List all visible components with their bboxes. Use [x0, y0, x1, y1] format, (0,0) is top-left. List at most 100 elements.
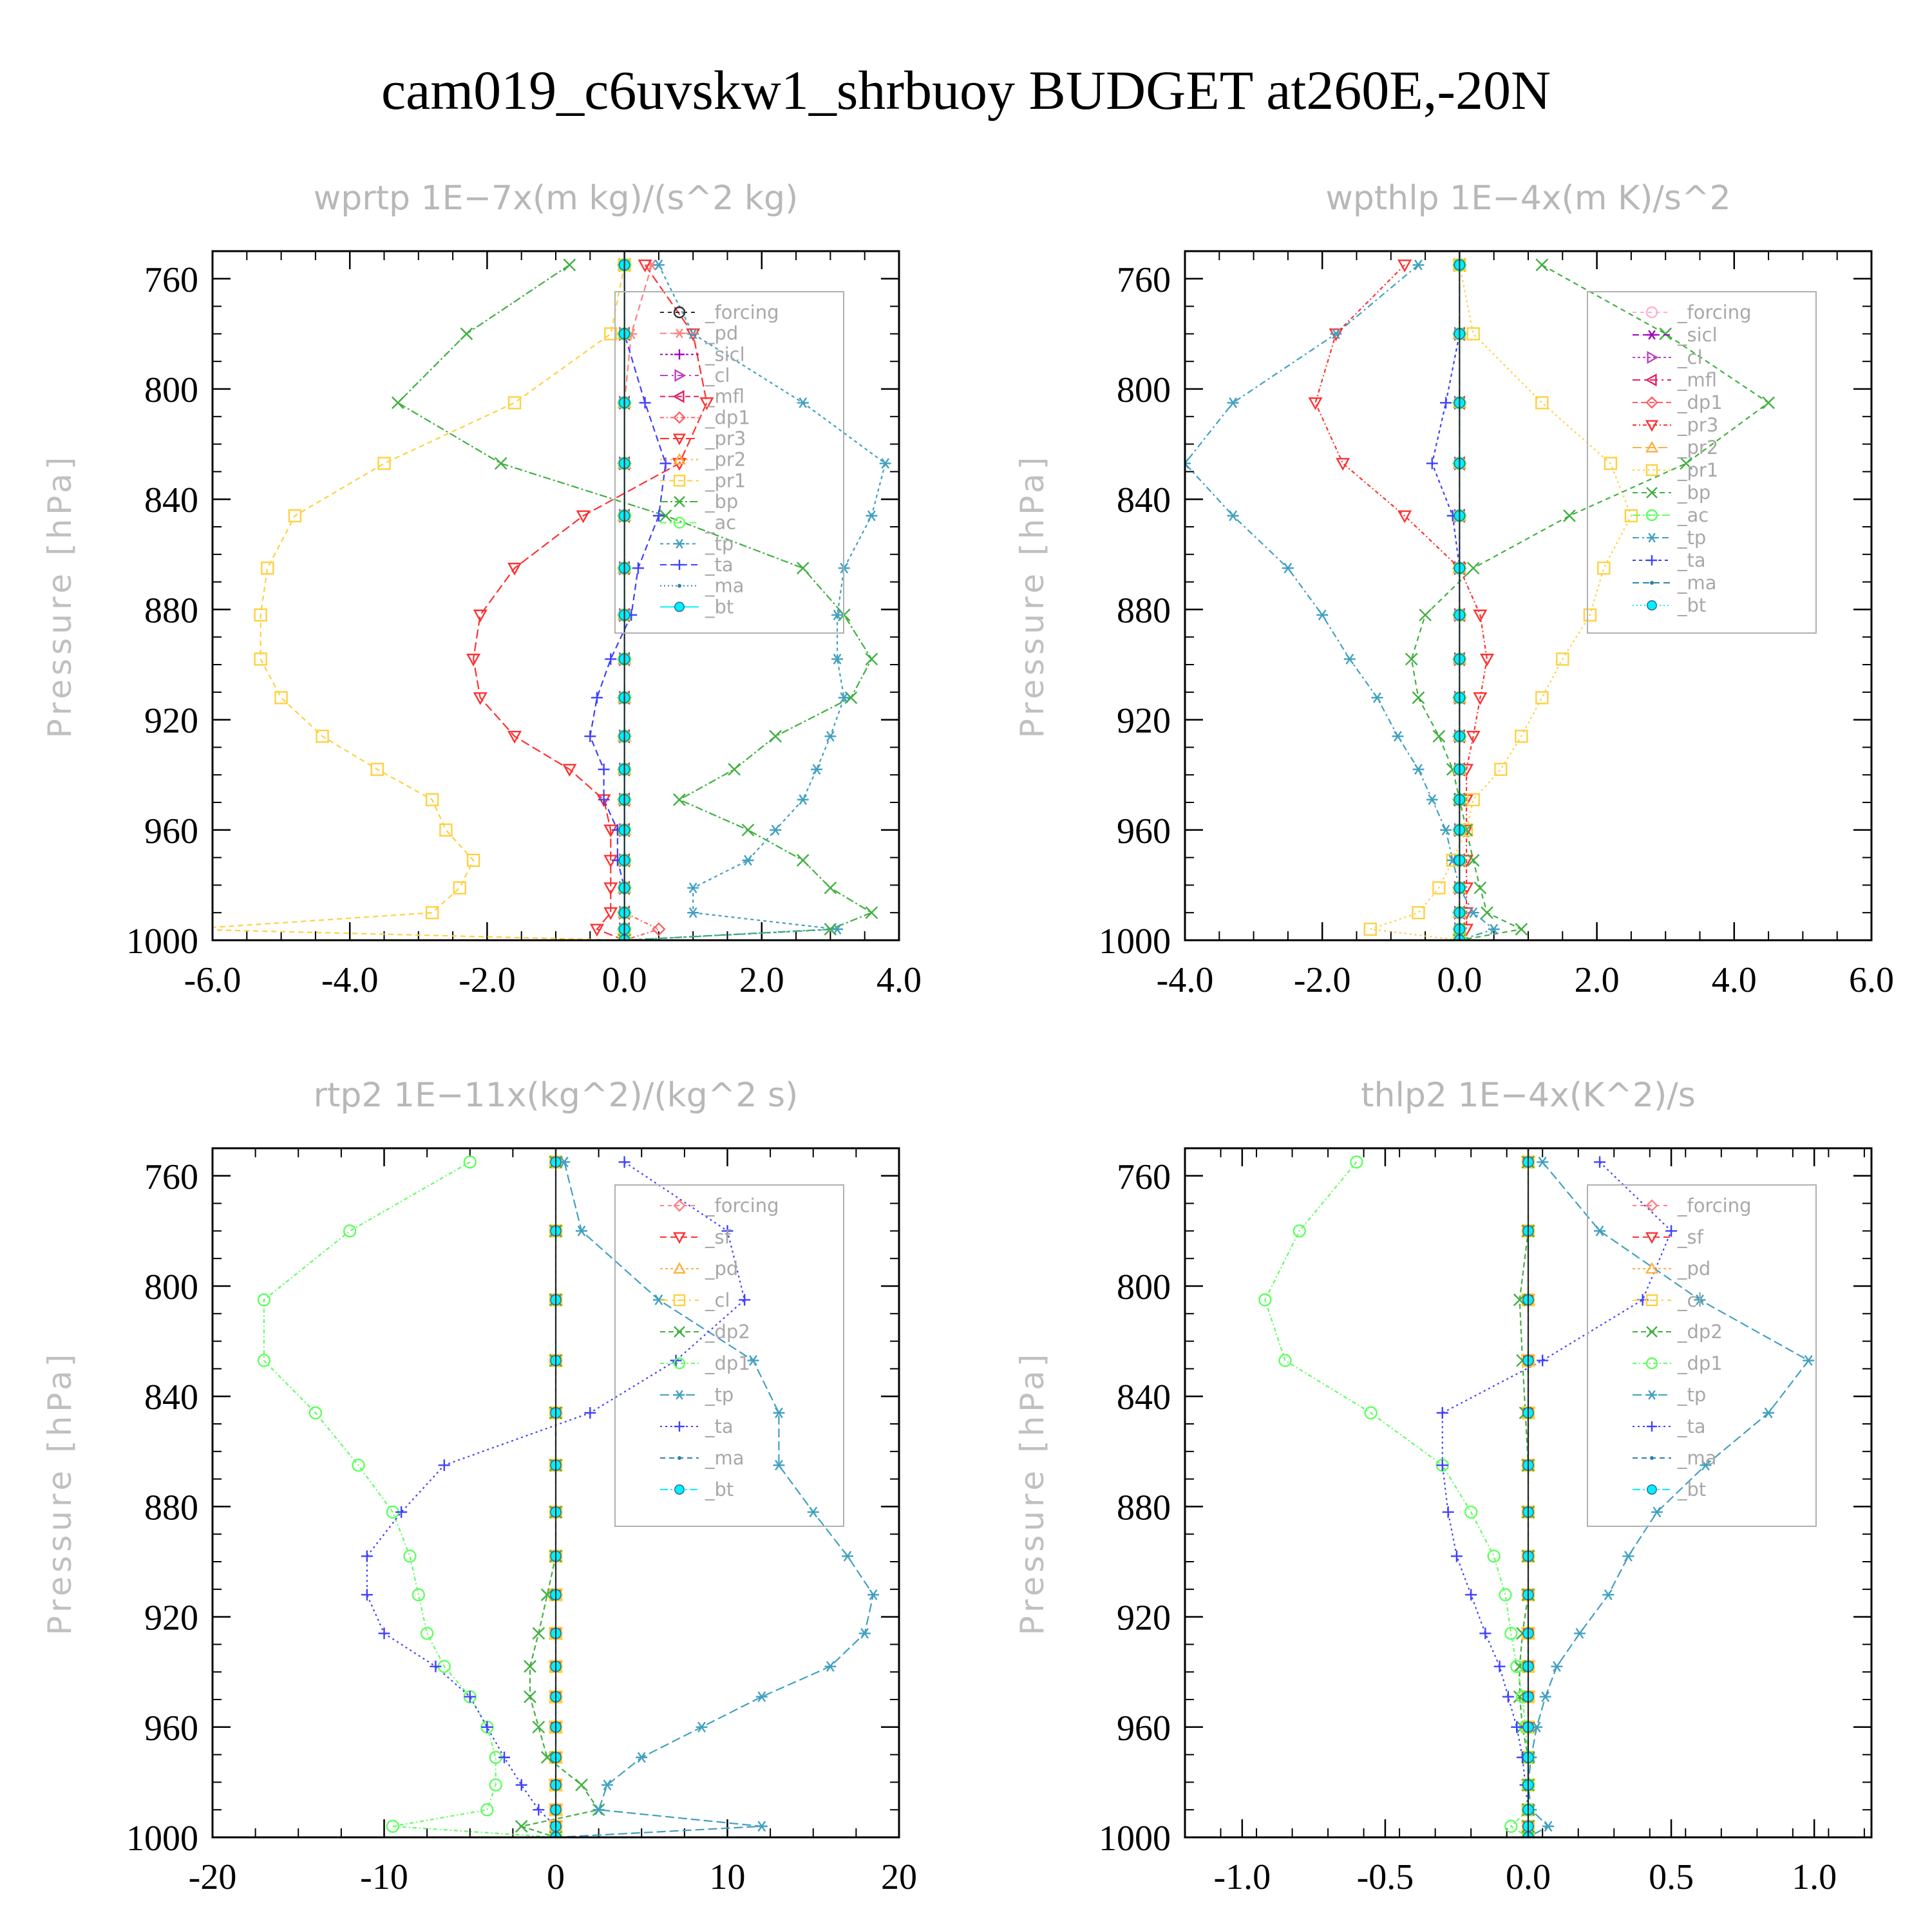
series-line_dp2 — [1519, 1162, 1530, 1837]
data-point_tp — [1539, 1691, 1551, 1703]
y-axis-label: Pressure [hPa] — [1014, 1350, 1051, 1636]
series-group — [257, 1154, 880, 1837]
data-point_tp — [1412, 764, 1425, 775]
legend-marker — [674, 349, 685, 360]
series-line_dp1 — [263, 1161, 556, 1837]
legend-label: _dp1 — [1677, 1352, 1723, 1374]
legend-marker — [674, 1421, 685, 1432]
data-point_bp — [1563, 509, 1576, 522]
data-point_tp — [755, 1691, 768, 1703]
data-point_dp2 — [540, 1588, 554, 1602]
y-tick-label: 960 — [144, 811, 198, 851]
y-tick-label: 1000 — [126, 1819, 198, 1859]
legend-label: _bt — [1677, 594, 1706, 616]
x-tick-label: -2.0 — [459, 960, 516, 1000]
panel-wpthlp: wpthlp 1E−4x(m K)/s^2 Pressure [hPa] -4.0 -… — [1014, 179, 1894, 1000]
data-point_pr3 — [1397, 510, 1412, 524]
data-point_dp2 — [515, 1820, 528, 1833]
legend-marker — [673, 1294, 686, 1307]
data-point_dp1 — [352, 1458, 365, 1472]
series-line_dp1 — [1264, 1161, 1530, 1837]
data-point_pr1 — [1412, 905, 1425, 920]
data-point_ta — [632, 562, 644, 574]
data-point_tp — [1651, 1506, 1663, 1518]
x-tick-label: 0.5 — [1649, 1857, 1694, 1897]
legend-label: _ma — [705, 575, 744, 597]
x-tick-label: -4.0 — [321, 960, 379, 1000]
legend-marker — [673, 516, 686, 529]
data-point_dp1 — [308, 1406, 323, 1420]
legend-label: _bt — [705, 1479, 734, 1501]
legend-marker — [1645, 1294, 1658, 1307]
legend-marker — [1647, 350, 1659, 365]
data-point_tp — [1440, 824, 1452, 836]
data-point_ta — [598, 763, 610, 775]
y-axis-label: Pressure [hPa] — [1014, 453, 1051, 739]
legend-label: _forcing — [705, 301, 779, 323]
x-tick-label: 0 — [547, 1857, 565, 1897]
x-tick-label: -1.0 — [1214, 1857, 1271, 1897]
plot-frame — [1184, 1147, 1873, 1839]
legend-label: _sf — [1677, 1226, 1704, 1248]
legend-label: _pr3 — [705, 428, 746, 450]
data-point_pr1 — [425, 905, 439, 920]
data-point_ta — [395, 1506, 408, 1518]
data-point_pr1 — [604, 327, 618, 341]
data-point_dp1 — [403, 1549, 417, 1563]
data-point_pr1 — [1363, 922, 1378, 936]
data-point_tp — [773, 1407, 785, 1419]
y-tick-label: 800 — [1117, 370, 1171, 410]
data-point_ta — [438, 1459, 450, 1472]
data-point_ta — [430, 1660, 442, 1672]
legend-marker — [1647, 600, 1657, 611]
data-point_bp — [1405, 652, 1418, 666]
data-point_dp2 — [1513, 1660, 1526, 1673]
legend-label: _mfl — [1677, 369, 1717, 391]
data-point_tp — [636, 1752, 648, 1763]
legend-label: _sicl — [705, 343, 745, 365]
data-point_ta — [618, 1156, 630, 1168]
legend-label: _dp2 — [1677, 1321, 1723, 1343]
y-tick-label: 760 — [144, 260, 198, 300]
data-point_tp — [1542, 1821, 1555, 1832]
legend-label: _forcing — [1677, 1195, 1752, 1217]
data-point_tp — [1488, 923, 1500, 935]
series-line_pr1 — [1370, 265, 1633, 940]
y-tick-label: 880 — [144, 591, 198, 630]
data-point_ta — [498, 1751, 511, 1763]
data-point_ta — [591, 692, 603, 704]
data-point_dp1 — [1510, 1660, 1524, 1673]
legend-label: _pr2 — [1677, 437, 1718, 459]
legend-label: _dp2 — [705, 1321, 750, 1343]
series-line_dp2 — [518, 1162, 600, 1837]
legend-marker — [672, 433, 687, 446]
data-point_ta — [1537, 1354, 1549, 1367]
data-point_bp — [1473, 881, 1487, 895]
legend-marker — [672, 453, 687, 465]
data-point_dp2 — [1513, 1690, 1526, 1703]
legend-label: _dp1 — [1677, 392, 1723, 413]
data-point_dp1 — [412, 1588, 425, 1602]
data-point_pr3 — [473, 692, 488, 705]
data-point_pr3 — [507, 562, 522, 576]
legend-label: _tp — [1677, 527, 1706, 549]
data-point_dp2 — [575, 1778, 588, 1792]
legend-marker — [1645, 509, 1658, 522]
legend-marker — [673, 1199, 686, 1212]
data-point_pr1 — [377, 457, 391, 470]
data-point_ta — [1436, 1406, 1448, 1419]
data-point_dp1 — [489, 1778, 502, 1792]
data-point_bp — [1466, 562, 1480, 575]
series-line_dp1 — [623, 265, 661, 940]
data-point_tp — [1537, 1157, 1549, 1168]
legend-label: _mfl — [705, 386, 744, 408]
data-point_tp — [1594, 1226, 1606, 1236]
x-tick-label: 0.0 — [1506, 1857, 1551, 1897]
data-point_tp — [858, 1627, 871, 1639]
data-point_bp — [865, 652, 878, 666]
data-point_bp — [741, 823, 755, 837]
data-point_tp — [652, 260, 665, 270]
data-point_ta — [481, 1721, 493, 1733]
legend: _forcing_sicl_cl_mfl_dp1_pr3_pr2_pr1_bp_… — [1587, 291, 1817, 634]
data-point_tp — [1330, 328, 1342, 339]
